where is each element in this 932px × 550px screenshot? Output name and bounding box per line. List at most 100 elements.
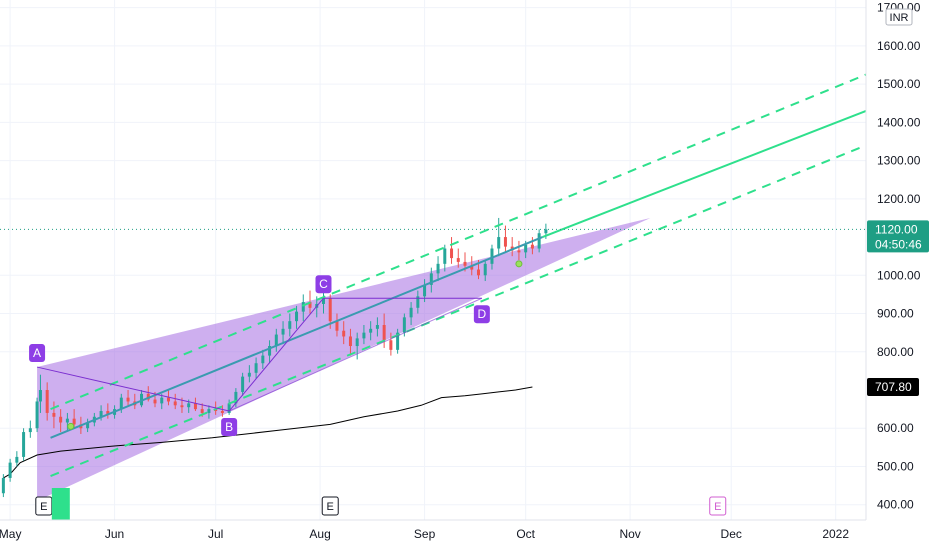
last-price-value: 1120.00 <box>875 222 918 236</box>
candle-body <box>153 399 157 404</box>
candle <box>497 217 501 257</box>
candle <box>140 390 144 408</box>
month-tick-label: May <box>0 527 21 541</box>
candle <box>8 458 12 482</box>
trend-channel[interactable] <box>50 73 867 477</box>
price-tick-label: 1300.00 <box>877 154 921 168</box>
price-tick-label: 1400.00 <box>877 115 921 129</box>
triangle-pattern <box>37 217 651 501</box>
candle-body <box>375 325 379 329</box>
candle <box>247 365 251 383</box>
candle <box>375 317 379 337</box>
currency-badge[interactable]: INR <box>885 8 913 26</box>
candle <box>86 418 90 433</box>
candle <box>15 451 19 467</box>
candle <box>530 237 534 255</box>
month-tick-label: 2022 <box>822 527 849 541</box>
candle-body <box>476 269 480 276</box>
channel-lower-line <box>50 144 867 477</box>
candle-body <box>537 233 541 249</box>
pattern-point-label: C <box>319 277 328 291</box>
candle-body <box>288 321 292 329</box>
candle-body <box>409 307 413 318</box>
channel-upper-line <box>50 73 867 411</box>
candle-body <box>436 263 440 274</box>
marker-dots <box>67 260 523 430</box>
candle-body <box>524 244 528 253</box>
candle-body <box>416 296 420 308</box>
candle-body <box>503 237 507 247</box>
candle <box>537 229 541 253</box>
candle <box>72 409 76 429</box>
price-axis[interactable]: 1700.001600.001500.001400.001300.001200.… <box>877 1 921 512</box>
candle <box>335 313 339 337</box>
earnings-highlight-block <box>51 488 70 520</box>
candle-body <box>126 397 130 402</box>
pattern-point-badge <box>221 418 238 437</box>
candle <box>207 405 211 419</box>
candle-body <box>301 302 305 312</box>
price-tick-label: 1600.00 <box>877 39 921 53</box>
candle-body <box>396 332 400 350</box>
candle-body <box>59 416 63 423</box>
candle-body <box>321 298 325 304</box>
pattern-point-c: C <box>315 275 332 294</box>
candle-body <box>15 456 19 463</box>
candle <box>389 332 393 356</box>
pattern-leg <box>36 366 230 412</box>
month-tick-label: Oct <box>516 527 535 541</box>
pattern-point-badge <box>29 344 46 363</box>
ma-price-label: 707.80 <box>867 378 919 397</box>
pattern-leg <box>228 297 324 412</box>
currency-label: INR <box>890 12 909 24</box>
candle-body <box>35 401 39 429</box>
candle <box>126 390 130 406</box>
candle-body <box>38 390 42 402</box>
candle-body <box>544 229 548 234</box>
candle-body <box>389 340 393 350</box>
candle-body <box>382 325 386 341</box>
candle <box>241 372 245 396</box>
candle-body <box>254 363 258 373</box>
candle-body <box>450 248 454 259</box>
candle-body <box>72 418 76 425</box>
candle <box>416 290 420 314</box>
candle <box>436 256 440 282</box>
candle <box>355 332 359 360</box>
candle <box>348 328 352 356</box>
candle <box>342 321 346 345</box>
candle-body <box>140 393 144 406</box>
candle <box>65 412 69 431</box>
signal-dot <box>67 422 75 430</box>
candle-body <box>180 405 184 408</box>
month-tick-label: Nov <box>619 527 640 541</box>
candle-body <box>173 401 177 406</box>
pattern-diagonal <box>228 297 483 412</box>
abcd-pattern[interactable]: A B C D <box>29 275 490 437</box>
candle <box>450 237 454 264</box>
pattern-point-d: D <box>473 305 490 324</box>
candle-body <box>335 321 339 331</box>
candle-body <box>106 411 110 415</box>
pattern-point-b: B <box>221 418 238 437</box>
candle <box>362 325 366 345</box>
price-tick-label: 1200.00 <box>877 192 921 206</box>
candle <box>456 248 460 268</box>
candle <box>28 420 32 438</box>
candle <box>429 267 433 293</box>
moving-average-line <box>3 386 533 479</box>
time-axis[interactable]: May Jun Jul Aug Sep Oct Nov Dec 2022 <box>0 527 849 541</box>
candle-body <box>99 411 103 417</box>
candle-body <box>207 409 211 413</box>
candle-body <box>402 317 406 333</box>
price-axis-bg <box>866 0 932 520</box>
candle-body <box>1 477 5 494</box>
candle-body <box>281 328 285 335</box>
candle-body <box>470 265 474 270</box>
candle-body <box>342 330 346 337</box>
price-tick-label: 600.00 <box>877 421 914 435</box>
candle <box>59 409 63 433</box>
month-tick-label: Sep <box>414 527 436 541</box>
